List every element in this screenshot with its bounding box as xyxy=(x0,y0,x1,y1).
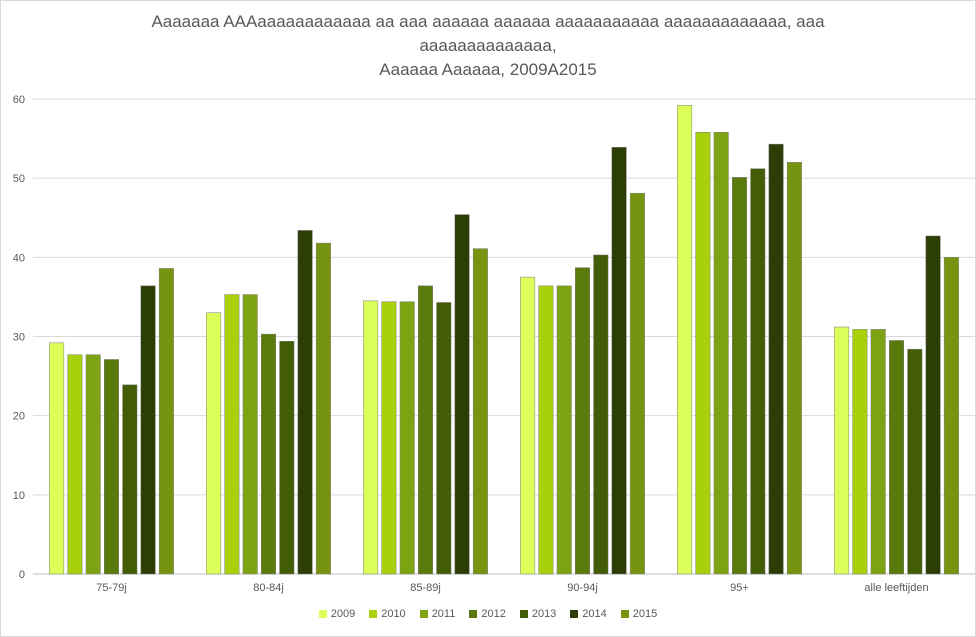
bar-2015-0 xyxy=(158,268,174,575)
legend-label: 2010 xyxy=(381,608,406,620)
bar-2014-3 xyxy=(611,147,627,575)
bar-2013-0 xyxy=(122,384,138,575)
bar-2010-3 xyxy=(538,285,554,575)
x-tick-label: 75-79j xyxy=(96,582,127,594)
bar-2014-1 xyxy=(297,230,313,575)
legend-swatch xyxy=(620,610,629,618)
legend-swatch xyxy=(469,610,478,618)
bar-2012-2 xyxy=(418,285,433,575)
bar-2009-5 xyxy=(834,326,850,575)
chart-title-line-3: Aaaaaa Aaaaaa, 2009A2015 xyxy=(379,60,597,79)
bar-2009-3 xyxy=(520,276,536,575)
bar-2010-5 xyxy=(852,329,868,575)
y-tick-label: 60 xyxy=(13,94,25,106)
bar-2009-2 xyxy=(363,300,379,575)
bar-2013-5 xyxy=(907,348,923,575)
bar-2015-5 xyxy=(943,257,959,575)
bar-2011-3 xyxy=(556,285,572,575)
legend-item-2015: 2015 xyxy=(620,608,658,620)
legend-item-2014: 2014 xyxy=(570,608,607,620)
chart-title: Aaaaaaa AAAaaaaaaaaaaaa aa aaa aaaaaa aa… xyxy=(0,10,976,82)
y-tick-label: 30 xyxy=(13,332,25,344)
legend-item-2010: 2010 xyxy=(369,608,406,620)
bar-2012-4 xyxy=(732,177,747,575)
bar-2013-2 xyxy=(436,302,452,575)
legend-swatch xyxy=(519,610,528,618)
legend-item-2013: 2013 xyxy=(519,608,557,620)
legend-label: 2009 xyxy=(330,608,356,620)
bar-2014-4 xyxy=(768,143,784,575)
bar-2009-4 xyxy=(677,105,693,575)
legend-item-2009: 2009 xyxy=(318,608,356,620)
x-tick-label: 95+ xyxy=(730,582,749,594)
chart-legend: 2009 2010 2011 2012 2013 2014 2015 xyxy=(0,608,976,620)
bar-2015-2 xyxy=(472,248,488,575)
bar-2009-0 xyxy=(49,342,65,575)
legend-item-2012: 2012 xyxy=(469,608,506,620)
bar-2011-1 xyxy=(242,294,258,575)
bar-2012-3 xyxy=(575,267,590,575)
bar-2011-4 xyxy=(713,132,729,575)
y-tick-label: 40 xyxy=(13,252,25,264)
bar-2012-0 xyxy=(104,359,119,575)
bar-2010-1 xyxy=(224,294,240,575)
bar-2009-1 xyxy=(206,312,222,575)
bar-2015-1 xyxy=(315,242,331,575)
y-tick-label: 0 xyxy=(19,569,25,581)
bar-2010-4 xyxy=(695,132,711,575)
chart-title-line-1: Aaaaaaa AAAaaaaaaaaaaaa aa aaa aaaaaa aa… xyxy=(151,12,825,31)
bar-2015-3 xyxy=(629,192,645,575)
legend-label: 2014 xyxy=(582,608,607,620)
bar-2011-5 xyxy=(870,329,886,575)
bar-2011-0 xyxy=(85,354,101,575)
legend-swatch xyxy=(570,610,579,618)
legend-swatch xyxy=(369,610,378,618)
legend-swatch xyxy=(318,610,327,618)
legend-label: 2013 xyxy=(531,608,557,620)
bar-2010-0 xyxy=(67,354,83,575)
y-tick-label: 20 xyxy=(13,411,25,423)
bar-2013-3 xyxy=(593,254,609,575)
x-tick-label: 85-89j xyxy=(410,582,441,594)
legend-label: 2015 xyxy=(632,608,658,620)
bar-2014-0 xyxy=(140,285,156,575)
bar-2012-5 xyxy=(889,340,904,575)
y-tick-label: 10 xyxy=(13,490,25,502)
bar-2013-1 xyxy=(279,341,295,575)
bar-2014-5 xyxy=(925,235,941,575)
bar-2012-1 xyxy=(261,333,276,575)
legend-swatch xyxy=(419,610,428,618)
bar-2013-4 xyxy=(750,168,766,575)
x-tick-label: 90-94j xyxy=(567,582,598,594)
x-tick-label: 80-84j xyxy=(253,582,284,594)
chart-title-line-2: aaaaaaaaaaaaaa, xyxy=(419,36,557,55)
legend-label: 2012 xyxy=(481,608,506,620)
bar-2015-4 xyxy=(786,162,802,575)
x-tick-label: alle leeftijden xyxy=(864,582,928,594)
bar-2011-2 xyxy=(399,301,415,575)
legend-item-2011: 2011 xyxy=(419,608,456,620)
legend-label: 2011 xyxy=(431,608,456,620)
bar-2014-2 xyxy=(454,214,470,575)
bar-2010-2 xyxy=(381,301,397,575)
y-tick-label: 50 xyxy=(13,173,25,185)
